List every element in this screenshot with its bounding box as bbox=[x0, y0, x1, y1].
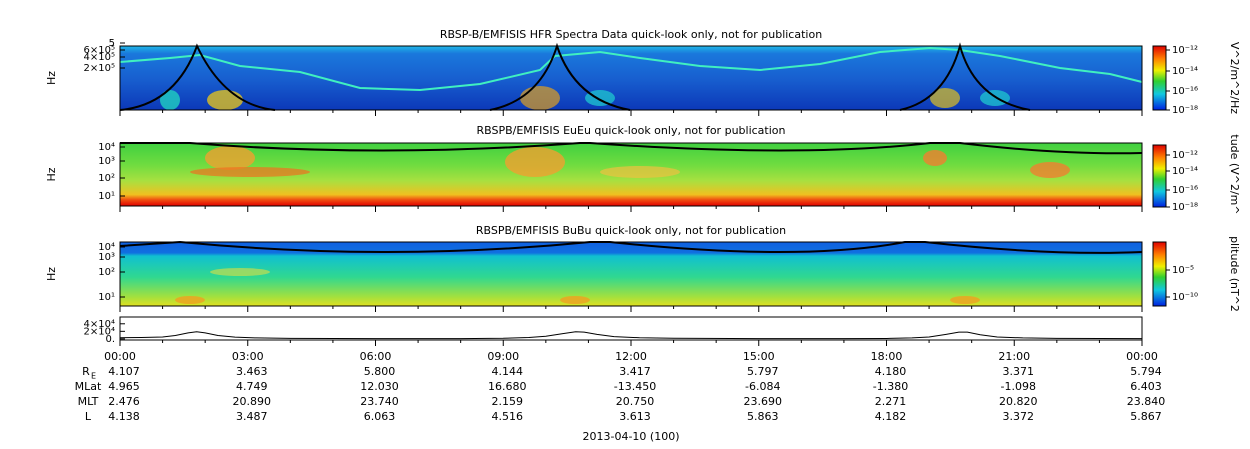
x-tick-label: 18:00 bbox=[871, 350, 903, 363]
colorbar-tick-label: 10⁻¹⁶ bbox=[1172, 185, 1198, 196]
ephemeris-value: 3.613 bbox=[619, 410, 651, 423]
colorbar-label: plitude (nT^2 bbox=[1228, 236, 1241, 312]
y-tick-label: 5 bbox=[109, 38, 115, 49]
x-tick-label: 12:00 bbox=[615, 350, 647, 363]
x-tick-label: 00:00 bbox=[1126, 350, 1158, 363]
ephemeris-value: 4.138 bbox=[108, 410, 140, 423]
y-tick-label: 10² bbox=[98, 173, 115, 184]
colorbar-tick-label: 10⁻¹² bbox=[1172, 45, 1198, 56]
y-tick-label: 0. bbox=[105, 334, 115, 345]
ephemeris-value: 6.063 bbox=[364, 410, 396, 423]
ephemeris-value: 23.840 bbox=[1127, 395, 1166, 408]
ephemeris-value: 4.144 bbox=[492, 365, 524, 378]
ephemeris-value: 23.740 bbox=[360, 395, 399, 408]
ephemeris-value: -1.380 bbox=[873, 380, 908, 393]
x-label: 2013-04-10 (100) bbox=[582, 430, 679, 443]
ephemeris-value: -13.450 bbox=[614, 380, 656, 393]
ephemeris-value: 5.867 bbox=[1130, 410, 1162, 423]
ephemeris-value: 20.750 bbox=[616, 395, 655, 408]
colorbar-tick-label: 10⁻¹⁰ bbox=[1172, 292, 1198, 303]
ephemeris-value: 3.371 bbox=[1003, 365, 1035, 378]
colorbar-tick-label: 10⁻¹⁸ bbox=[1172, 105, 1198, 116]
colorbar-tick-label: 10⁻⁵ bbox=[1172, 265, 1194, 276]
ephemeris-value: 5.863 bbox=[747, 410, 779, 423]
colorbar-tick-label: 10⁻¹⁸ bbox=[1172, 202, 1198, 213]
x-tick-label: 00:00 bbox=[104, 350, 136, 363]
panel-title: RBSP-B/EMFISIS HFR Spectra Data quick-lo… bbox=[440, 28, 822, 41]
y-tick-label: 10⁴ bbox=[98, 242, 115, 253]
line-series bbox=[119, 331, 1143, 340]
colorbar bbox=[1152, 144, 1167, 208]
ephemeris-value: 3.417 bbox=[619, 365, 651, 378]
ephemeris-value: -1.098 bbox=[1001, 380, 1036, 393]
y-tick-label: 4×10⁵ bbox=[84, 52, 115, 63]
ephemeris-value: 12.030 bbox=[360, 380, 399, 393]
ephemeris-value: 4.107 bbox=[108, 365, 140, 378]
ephemeris-value: 2.271 bbox=[875, 395, 907, 408]
y-tick-label: 10¹ bbox=[98, 191, 115, 202]
ephemeris-value: 3.487 bbox=[236, 410, 268, 423]
spectrogram bbox=[119, 240, 1143, 307]
y-tick-label: 2×10⁴ bbox=[84, 326, 115, 337]
y-tick-label: 6×10⁵ bbox=[84, 45, 115, 56]
y-label: Hz bbox=[45, 71, 58, 85]
ephemeris-value: 4.749 bbox=[236, 380, 268, 393]
colorbar-label: V^2/m^2/Hz bbox=[1228, 42, 1241, 114]
y-label: Hz bbox=[45, 167, 58, 181]
ephemeris-value: 4.182 bbox=[875, 410, 907, 423]
line-panel-frame bbox=[119, 316, 1143, 341]
spectrogram bbox=[119, 42, 1143, 111]
ephemeris-value: 20.890 bbox=[233, 395, 272, 408]
ephemeris-value: 2.159 bbox=[492, 395, 524, 408]
colorbar bbox=[1152, 241, 1167, 307]
x-tick-label: 09:00 bbox=[487, 350, 519, 363]
row-label: MLT bbox=[78, 395, 99, 408]
panel-title: RBSPB/EMFISIS EuEu quick-look only, not … bbox=[476, 124, 785, 137]
y-tick-label: 10² bbox=[98, 267, 115, 278]
y-label: Hz bbox=[45, 267, 58, 281]
colorbar bbox=[1152, 45, 1167, 111]
y-tick-label: 10³ bbox=[98, 252, 115, 263]
ephemeris-value: 16.680 bbox=[488, 380, 527, 393]
y-tick-label: 2×10⁵ bbox=[84, 63, 115, 74]
ephemeris-value: 4.180 bbox=[875, 365, 907, 378]
colorbar-label: tude (V^2/m^ bbox=[1228, 134, 1241, 214]
panel-title: RBSPB/EMFISIS BuBu quick-look only, not … bbox=[476, 224, 786, 237]
row-label: L bbox=[85, 410, 92, 423]
ephemeris-value: 3.372 bbox=[1003, 410, 1035, 423]
ephemeris-value: 2.476 bbox=[108, 395, 140, 408]
row-label-sub: E bbox=[91, 372, 96, 381]
y-tick-label: 10¹ bbox=[98, 292, 115, 303]
ephemeris-value: -6.084 bbox=[745, 380, 780, 393]
ephemeris-value: 6.403 bbox=[1130, 380, 1162, 393]
y-tick-label: 10⁴ bbox=[98, 142, 115, 153]
x-tick-label: 06:00 bbox=[360, 350, 392, 363]
x-tick-label: 03:00 bbox=[232, 350, 264, 363]
colorbar-tick-label: 10⁻¹⁴ bbox=[1172, 66, 1198, 77]
row-label: R bbox=[82, 365, 90, 378]
y-tick-label: 4×10⁴ bbox=[84, 319, 115, 330]
ephemeris-value: 23.690 bbox=[744, 395, 783, 408]
ephemeris-value: 4.516 bbox=[492, 410, 524, 423]
y-tick-label: 10³ bbox=[98, 156, 115, 167]
ephemeris-value: 20.820 bbox=[999, 395, 1038, 408]
colorbar-tick-label: 10⁻¹⁴ bbox=[1172, 166, 1198, 177]
x-tick-label: 15:00 bbox=[743, 350, 775, 363]
colorbar-tick-label: 10⁻¹⁶ bbox=[1172, 86, 1198, 97]
spectrogram bbox=[119, 142, 1143, 207]
x-tick-label: 21:00 bbox=[998, 350, 1030, 363]
ephemeris-value: 5.800 bbox=[364, 365, 396, 378]
ephemeris-value: 3.463 bbox=[236, 365, 268, 378]
ephemeris-value: 4.965 bbox=[108, 380, 140, 393]
row-label: MLat bbox=[75, 380, 102, 393]
ephemeris-value: 5.797 bbox=[747, 365, 779, 378]
colorbar-tick-label: 10⁻¹² bbox=[1172, 150, 1198, 161]
ephemeris-value: 5.794 bbox=[1130, 365, 1162, 378]
